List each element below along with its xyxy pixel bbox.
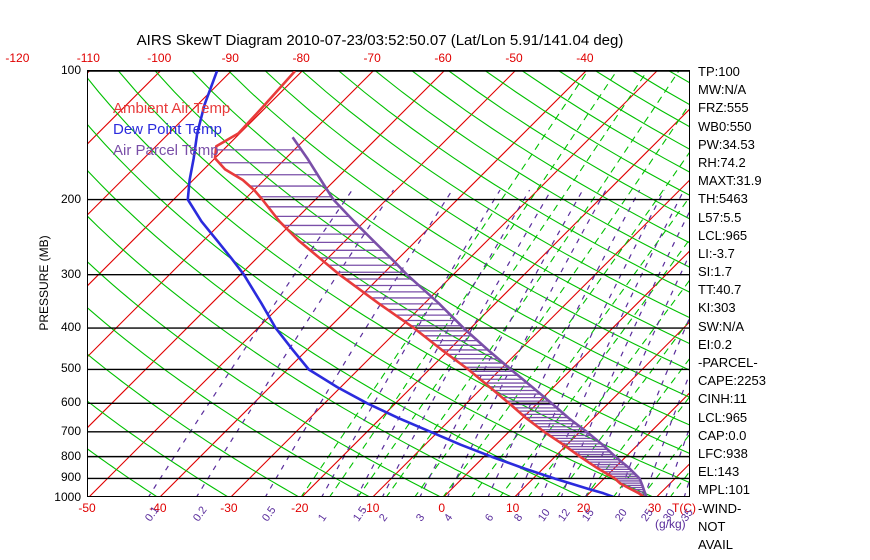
top-temp-tick--120: -120 [5, 51, 30, 65]
mixing-ratio-tick-10: 10 [535, 506, 553, 524]
parameter-row-22: EL:143 [698, 464, 740, 480]
parameter-row-5: RH:74.2 [698, 154, 746, 170]
top-temp-tick--60: -60 [434, 51, 452, 65]
mixing-ratio-axis-label: (g/kg) [655, 517, 686, 531]
mixing-ratio-tick-20: 20 [613, 506, 630, 524]
legend-ambient-air-temp: Ambient Air Temp [113, 100, 231, 117]
parameter-row-21: LFC:938 [698, 445, 748, 461]
parameter-row-17: CAPE:2253 [698, 373, 766, 389]
parameter-row-1: MW:N/A [698, 82, 747, 98]
parameter-row-12: TT:40.7 [698, 282, 742, 298]
mixing-ratio-tick-0.2: 0.2 [190, 504, 210, 524]
top-temp-tick--40: -40 [576, 51, 594, 65]
top-temp-tick--80: -80 [292, 51, 310, 65]
parameter-row-24: -WIND- [698, 500, 742, 516]
top-temp-tick--110: -110 [76, 51, 100, 65]
pressure-tick-200: 200 [60, 191, 81, 206]
top-temp-tick--70: -70 [363, 51, 381, 65]
bottom-temp-tick-20: 20 [576, 501, 591, 515]
mixing-ratio-tick-0.5: 0.5 [259, 504, 279, 524]
page-title: AIRS SkewT Diagram 2010-07-23/03:52:50.0… [136, 32, 624, 49]
mixing-ratio-tick-8: 8 [512, 511, 526, 524]
parameter-row-3: WB0:550 [698, 118, 752, 134]
parameter-row-14: SW:N/A [698, 318, 744, 334]
bottom-temp-tick--20: -20 [291, 501, 309, 515]
pressure-tick-400: 400 [60, 320, 81, 335]
bottom-temp-tick--10: -10 [362, 501, 380, 515]
pressure-axis-label: PRESSURE (MB) [37, 235, 51, 331]
parameter-row-9: LCL:965 [698, 227, 748, 243]
parameter-row-19: LCL:965 [698, 409, 748, 425]
parameter-row-7: TH:5463 [698, 191, 748, 207]
temp-axis-label: T(C) [672, 501, 696, 515]
legend-air-parcel-temp: Air Parcel Temp [113, 142, 219, 159]
parameter-row-25: NOT [698, 518, 726, 534]
parameter-row-11: SI:1.7 [698, 264, 732, 280]
parameter-row-2: FRZ:555 [698, 100, 749, 116]
pressure-tick-800: 800 [60, 448, 81, 463]
bottom-temp-tick--40: -40 [149, 501, 167, 515]
parameter-row-13: KI:303 [698, 300, 736, 316]
parameter-row-10: LI:-3.7 [698, 245, 735, 261]
top-temp-tick--90: -90 [221, 51, 239, 65]
parameter-row-0: TP:100 [698, 64, 740, 79]
parameter-row-18: CINH:11 [698, 391, 747, 407]
pressure-tick-900: 900 [60, 470, 81, 485]
parameter-row-8: L57:5.5 [698, 209, 742, 225]
top-temp-tick--100: -100 [147, 51, 172, 65]
parameter-row-20: CAP:0.0 [698, 427, 747, 443]
pressure-tick-600: 600 [60, 395, 81, 410]
pressure-tick-500: 500 [60, 361, 81, 376]
bottom-temp-tick-10: 10 [505, 501, 520, 515]
pressure-tick-700: 700 [60, 423, 81, 438]
bottom-temp-tick--50: -50 [78, 501, 96, 515]
top-temp-tick--50: -50 [505, 51, 523, 65]
pressure-tick-1000: 1000 [54, 490, 81, 504]
bottom-temp-tick--30: -30 [220, 501, 238, 515]
parameter-row-16: -PARCEL- [698, 355, 758, 370]
mixing-ratio-tick-6: 6 [482, 511, 496, 524]
parameter-row-23: MPL:101 [698, 482, 751, 498]
mixing-ratio-tick-12: 12 [555, 506, 573, 524]
legend-dew-point-temp: Dew Point Temp [113, 121, 222, 138]
parameter-row-26: AVAIL [698, 536, 733, 552]
pressure-tick-300: 300 [60, 266, 81, 281]
parameter-row-4: PW:34.53 [698, 136, 755, 152]
parameter-row-15: EI:0.2 [698, 336, 732, 352]
bottom-temp-tick-30: 30 [647, 501, 662, 515]
mixing-ratio-tick-2: 2 [376, 511, 391, 524]
parameter-row-6: MAXT:31.9 [698, 173, 762, 189]
mixing-ratio-tick-3: 3 [414, 511, 428, 524]
mixing-ratio-tick-4: 4 [442, 511, 456, 524]
sounding-parameters-panel: TP:100 MW:N/A FRZ:555 WB0:550 PW:34.53 RH:74.… [698, 63, 868, 554]
mixing-ratio-tick-1: 1 [316, 511, 330, 524]
pressure-tick-100: 100 [60, 63, 81, 77]
skewt-plot-svg [88, 71, 689, 496]
bottom-temp-tick-0: 0 [438, 501, 446, 515]
skewt-plot-area [87, 70, 690, 497]
